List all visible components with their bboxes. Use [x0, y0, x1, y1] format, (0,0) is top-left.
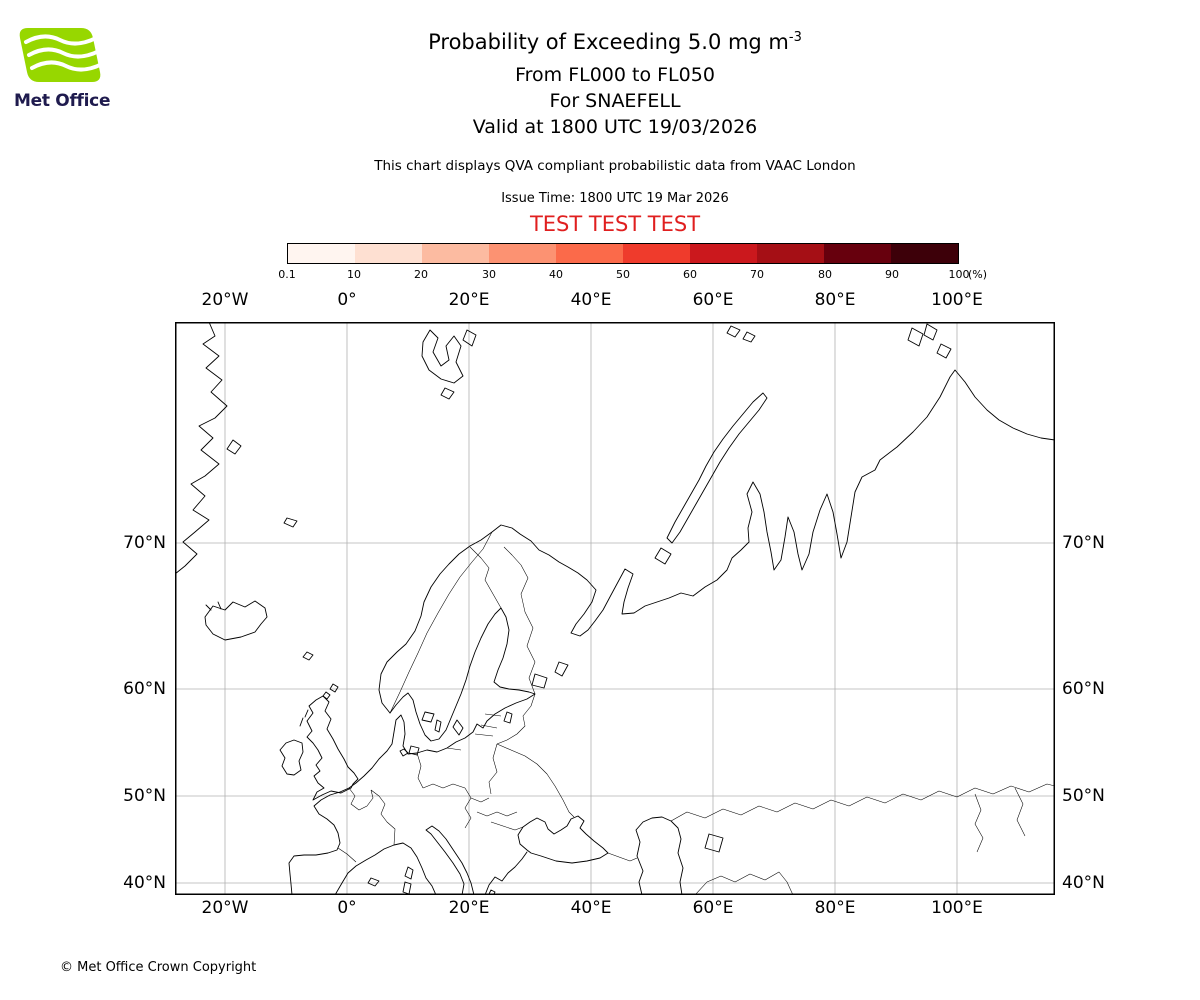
- page-title: Probability of Exceeding 5.0 mg m-3: [30, 30, 1200, 54]
- y-tick-right: 70°N: [1062, 533, 1105, 553]
- x-tick-top: 0°: [337, 290, 357, 310]
- x-tick-top: 100°E: [931, 290, 983, 310]
- copyright-notice: © Met Office Crown Copyright: [60, 960, 257, 975]
- x-tick-top: 40°E: [570, 290, 612, 310]
- x-tick-bottom: 20°W: [201, 898, 249, 918]
- title-text: Probability of Exceeding 5.0 mg m: [428, 30, 789, 54]
- colorbar-tick: 40: [549, 268, 563, 281]
- colorbar-tick: 10: [347, 268, 361, 281]
- colorbar-segment: [757, 244, 824, 263]
- x-tick-bottom: 20°E: [448, 898, 490, 918]
- met-office-logo-text: Met Office: [14, 91, 111, 111]
- flight-level-range: From FL000 to FL050: [515, 64, 715, 86]
- test-banner: TEST TEST TEST: [529, 212, 701, 236]
- europe-map: [175, 322, 1055, 895]
- issue-time: Issue Time: 1800 UTC 19 Mar 2026: [501, 191, 729, 206]
- colorbar-tick: 100: [948, 268, 970, 281]
- x-tick-bottom: 80°E: [814, 898, 856, 918]
- colorbar-tick: 60: [683, 268, 697, 281]
- colorbar-tick: 30: [482, 268, 496, 281]
- x-tick-top: 80°E: [814, 290, 856, 310]
- y-tick-left: 50°N: [123, 786, 166, 806]
- y-tick-left: 40°N: [123, 873, 166, 893]
- map-frame: [175, 322, 1055, 895]
- volcano-name: For SNAEFELL: [549, 90, 681, 112]
- colorbar-unit: (%): [968, 268, 988, 281]
- x-tick-bottom: 0°: [337, 898, 357, 918]
- colorbar-tick: 70: [750, 268, 764, 281]
- map-gridlines: [175, 322, 1055, 895]
- colorbar-segment: [355, 244, 422, 263]
- y-tick-right: 50°N: [1062, 786, 1105, 806]
- probability-colorbar: [287, 243, 959, 264]
- x-tick-bottom: 60°E: [692, 898, 734, 918]
- qva-description: This chart displays QVA compliant probab…: [374, 158, 856, 174]
- met-office-logo: Met Office: [14, 24, 124, 111]
- colorbar-segment: [623, 244, 690, 263]
- colorbar-tick: 80: [818, 268, 832, 281]
- country-borders: [337, 531, 1055, 895]
- colorbar-segment: [556, 244, 623, 263]
- valid-time: Valid at 1800 UTC 19/03/2026: [472, 116, 758, 138]
- y-tick-right: 40°N: [1062, 873, 1105, 893]
- colorbar-segment: [690, 244, 757, 263]
- x-tick-top: 20°E: [448, 290, 490, 310]
- title-exponent: -3: [788, 30, 802, 45]
- colorbar-tick: 90: [885, 268, 899, 281]
- colorbar-segment: [824, 244, 891, 263]
- met-office-logo-icon: [19, 28, 104, 82]
- colorbar-tick: 50: [616, 268, 630, 281]
- y-tick-left: 60°N: [123, 679, 166, 699]
- y-tick-right: 60°N: [1062, 679, 1105, 699]
- x-tick-bottom: 40°E: [570, 898, 612, 918]
- colorbar-segment: [422, 244, 489, 263]
- colorbar-tick: 20: [414, 268, 428, 281]
- coastlines: [175, 322, 1055, 895]
- colorbar-segment: [891, 244, 958, 263]
- colorbar-segment: [489, 244, 556, 263]
- x-tick-bottom: 100°E: [931, 898, 983, 918]
- colorbar-tick: 0.1: [278, 268, 296, 281]
- x-tick-top: 20°W: [201, 290, 249, 310]
- y-tick-left: 70°N: [123, 533, 166, 553]
- x-tick-top: 60°E: [692, 290, 734, 310]
- colorbar-segment: [288, 244, 355, 263]
